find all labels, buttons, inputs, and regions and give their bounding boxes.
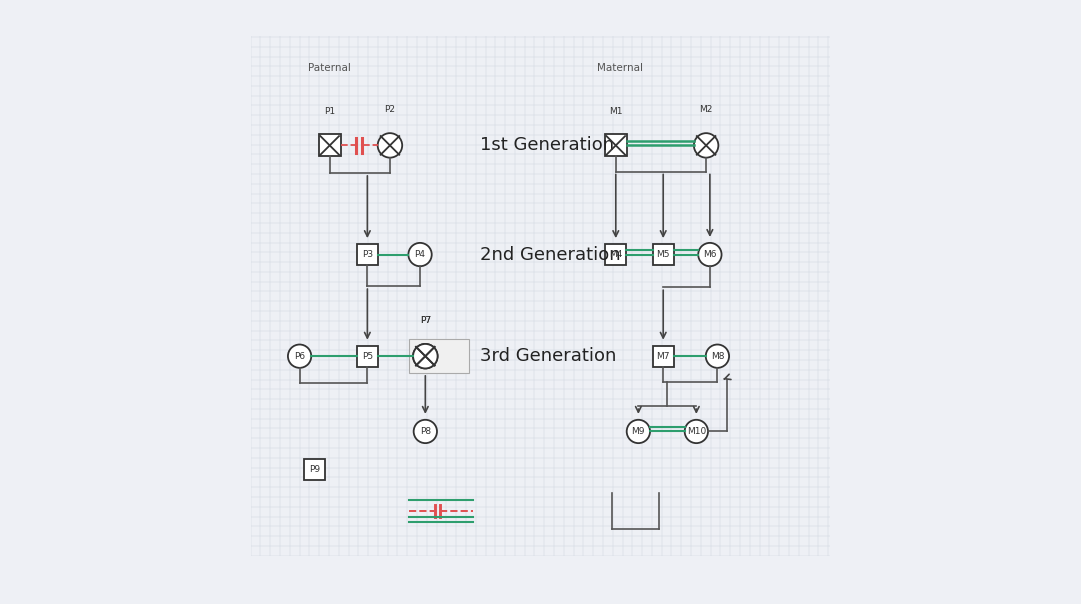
Text: P1: P1 (324, 107, 335, 116)
Circle shape (377, 133, 402, 158)
Bar (605, 244, 626, 265)
Circle shape (288, 344, 311, 368)
Bar (357, 345, 378, 367)
Bar (319, 134, 341, 156)
Text: Paternal: Paternal (308, 63, 351, 72)
Text: M1: M1 (609, 107, 623, 116)
Text: P9: P9 (309, 464, 320, 474)
Circle shape (684, 420, 708, 443)
Text: P3: P3 (362, 250, 373, 259)
Circle shape (413, 344, 438, 368)
Text: M4: M4 (609, 250, 623, 259)
Text: M7: M7 (656, 352, 670, 361)
Text: P7: P7 (419, 316, 431, 325)
Text: Maternal: Maternal (597, 63, 642, 72)
Text: M9: M9 (631, 427, 645, 436)
Circle shape (706, 344, 729, 368)
Text: P4: P4 (414, 250, 426, 259)
Circle shape (413, 344, 438, 368)
Text: M8: M8 (710, 352, 724, 361)
Circle shape (627, 420, 650, 443)
Text: P6: P6 (294, 352, 305, 361)
Text: P5: P5 (362, 352, 373, 361)
Text: 2nd Generation: 2nd Generation (480, 246, 620, 263)
Text: 3rd Generation: 3rd Generation (480, 347, 616, 365)
Bar (653, 244, 673, 265)
Text: M2: M2 (699, 105, 712, 114)
Text: P8: P8 (419, 427, 431, 436)
Bar (653, 345, 673, 367)
Circle shape (698, 243, 721, 266)
Bar (604, 134, 627, 156)
Circle shape (414, 420, 437, 443)
Text: M10: M10 (686, 427, 706, 436)
Text: P7: P7 (419, 316, 431, 325)
Text: M5: M5 (656, 250, 670, 259)
Bar (409, 339, 469, 373)
Circle shape (409, 243, 431, 266)
Circle shape (694, 133, 719, 158)
Bar (304, 458, 325, 480)
Text: 1st Generation: 1st Generation (480, 137, 614, 155)
Text: M6: M6 (703, 250, 717, 259)
Bar (357, 244, 378, 265)
Text: P2: P2 (385, 105, 396, 114)
